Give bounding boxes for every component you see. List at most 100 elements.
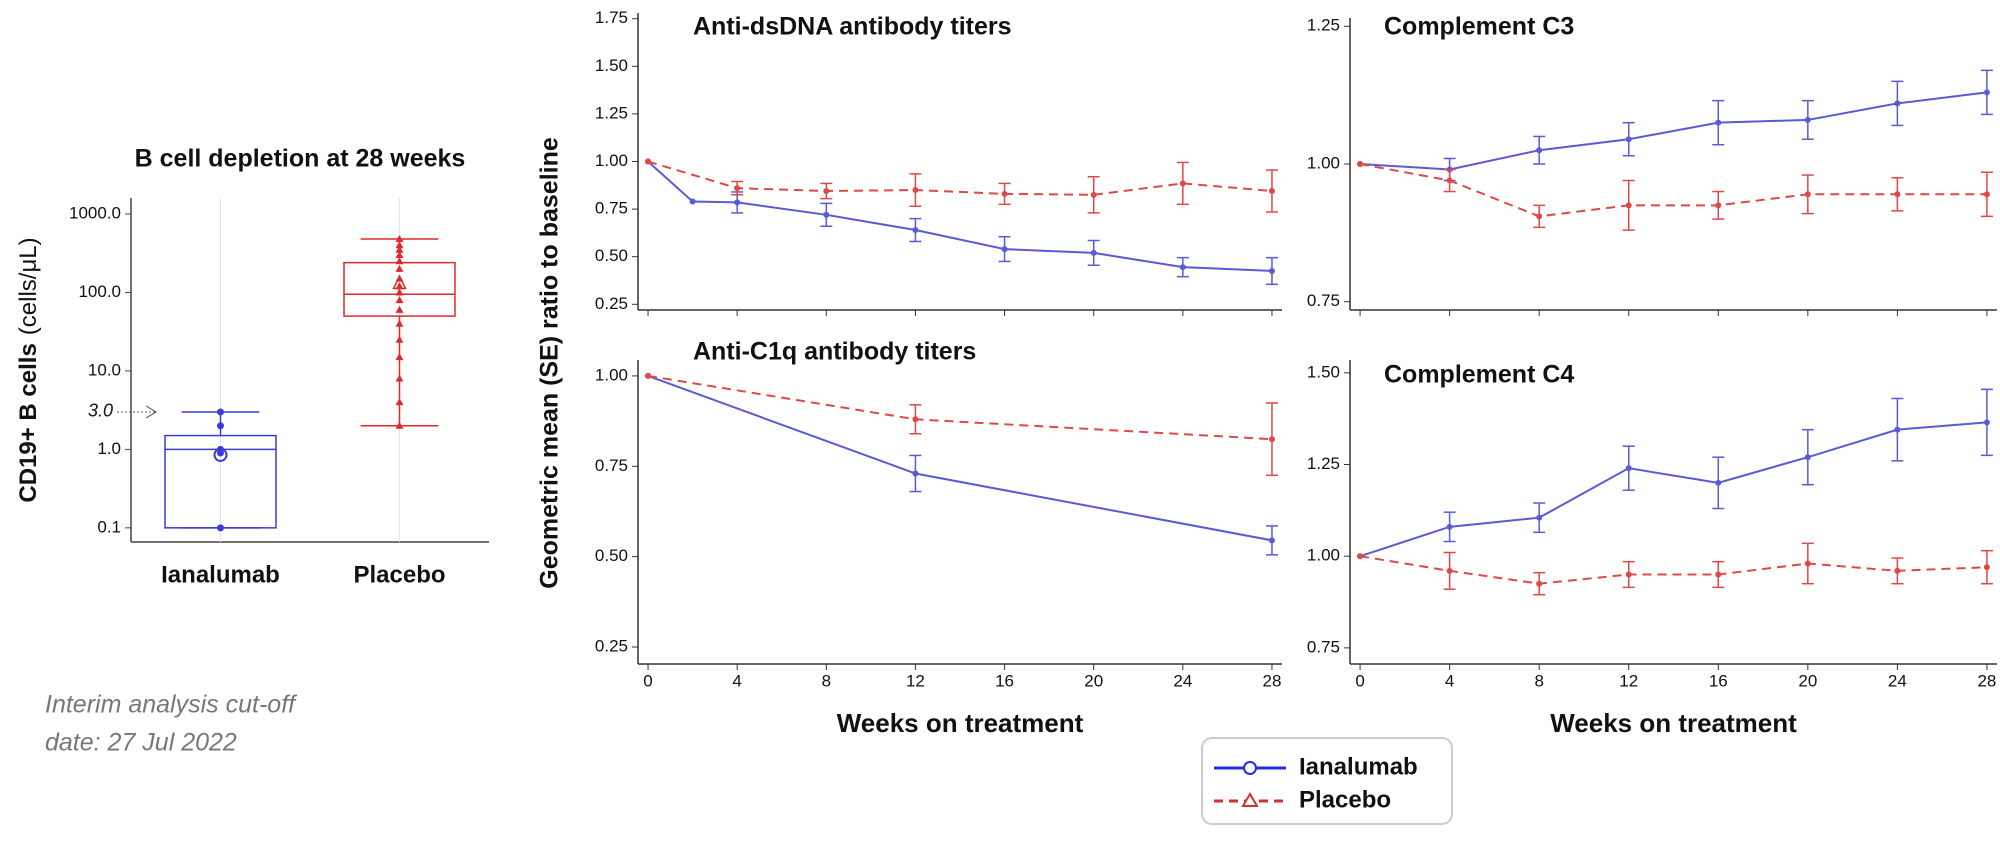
series-line <box>647 160 1273 272</box>
data-point <box>734 199 741 206</box>
y-tick-label: 10.0 <box>88 360 121 379</box>
y-tick-label: 0.75 <box>1307 637 1340 656</box>
data-point <box>395 374 404 382</box>
data-point <box>1536 147 1543 154</box>
y-tick-label: 1.75 <box>595 8 628 27</box>
chart-title: Complement C3 <box>1384 13 1574 41</box>
data-point <box>217 524 224 532</box>
data-point <box>1894 100 1901 107</box>
note-line: Interim analysis cut-off <box>45 691 298 719</box>
data-point <box>1179 180 1186 187</box>
y-tick-label: 1000.0 <box>69 203 121 222</box>
y-axis-label: Geometric mean (SE) ratio to baseline <box>536 137 564 589</box>
data-point <box>1001 246 1008 253</box>
x-tick-label: 16 <box>1709 671 1728 690</box>
series-line <box>1359 555 1987 585</box>
y-tick-label: 0.75 <box>595 199 628 218</box>
y-tick-label: 1.00 <box>595 365 628 384</box>
y-tick-label: 0.75 <box>595 456 628 475</box>
data-point <box>1446 177 1453 184</box>
mean-marker <box>213 447 228 462</box>
chart-title: Anti-C1q antibody titers <box>693 338 976 366</box>
y-tick-label: 1.50 <box>595 56 628 75</box>
series-line <box>1360 91 1988 171</box>
y-tick-label: 0.25 <box>595 636 628 655</box>
data-point <box>1983 191 1990 198</box>
y-tick-label: 0.1 <box>97 517 121 536</box>
data-point <box>645 158 652 165</box>
x-axis-label: Weeks on treatment <box>1550 708 1797 738</box>
x-tick-label: 20 <box>1798 671 1817 690</box>
data-point <box>1804 191 1811 198</box>
data-point <box>395 235 404 243</box>
data-point <box>395 421 404 429</box>
x-tick-label: 20 <box>1084 671 1103 690</box>
data-point <box>823 211 830 218</box>
x-tick-label: 4 <box>732 671 741 690</box>
y-tick-label: 1.00 <box>595 151 628 170</box>
data-point <box>217 449 224 457</box>
data-point <box>395 241 404 249</box>
y-tick-label: 0.50 <box>595 246 628 265</box>
x-tick-label: 8 <box>1534 671 1543 690</box>
arrow-head <box>145 405 158 419</box>
chart-title: B cell depletion at 28 weeks <box>135 145 466 173</box>
legend-marker <box>1241 792 1259 807</box>
data-point <box>1446 523 1453 530</box>
chart-title: Complement C4 <box>1384 361 1574 389</box>
data-point <box>689 198 696 205</box>
data-point <box>823 188 830 195</box>
data-point <box>1625 571 1632 578</box>
data-point <box>1357 553 1364 560</box>
data-point <box>395 257 404 265</box>
x-tick-label: Placebo <box>353 561 445 588</box>
data-point <box>1536 213 1543 220</box>
note-line: date: 27 Jul 2022 <box>45 729 237 757</box>
data-point <box>395 305 404 313</box>
data-point <box>395 335 404 343</box>
x-axis-label: Weeks on treatment <box>837 708 1084 738</box>
data-point <box>734 185 741 192</box>
data-point <box>1268 267 1275 274</box>
x-tick-label: 0 <box>643 671 652 690</box>
data-point <box>912 227 919 234</box>
data-point <box>1536 514 1543 521</box>
y-tick-label: 1.25 <box>595 103 628 122</box>
y-tick-label: 100.0 <box>78 282 121 301</box>
data-point <box>217 422 224 430</box>
data-point <box>1179 264 1186 271</box>
data-point <box>395 353 404 361</box>
data-point <box>1715 479 1722 486</box>
data-point <box>1001 190 1008 197</box>
chart-title: Anti-dsDNA antibody titers <box>693 13 1012 41</box>
data-point <box>1715 119 1722 126</box>
series-line <box>647 374 1273 441</box>
series-line <box>1359 421 1988 558</box>
y-tick-label: 1.25 <box>1307 16 1340 35</box>
data-point <box>1894 191 1901 198</box>
data-point <box>395 319 404 327</box>
data-point <box>1715 571 1722 578</box>
data-point <box>912 416 919 423</box>
legend-label: Ianalumab <box>1299 753 1418 780</box>
data-point <box>1894 426 1901 433</box>
series-line <box>1359 163 1987 218</box>
data-point <box>395 398 404 406</box>
data-point <box>1625 136 1632 143</box>
x-tick-label: 28 <box>1977 671 1996 690</box>
y-tick-label: 0.50 <box>595 546 628 565</box>
y-axis-label-unit: (cells/μL) <box>15 237 42 335</box>
y-tick-label: 1.0 <box>97 439 121 458</box>
data-point <box>1983 564 1990 571</box>
mean-marker <box>392 274 407 290</box>
legend-label: Placebo <box>1299 786 1391 813</box>
data-point <box>395 245 404 253</box>
data-point <box>395 296 404 304</box>
x-tick-label: 4 <box>1445 671 1454 690</box>
data-point <box>1268 537 1275 544</box>
annotation: 3.0 <box>88 401 113 421</box>
y-axis-label-main: CD19+ B cells <box>15 343 42 502</box>
y-tick-label: 0.75 <box>1307 291 1340 310</box>
data-point <box>1090 191 1097 198</box>
data-point <box>645 372 652 379</box>
